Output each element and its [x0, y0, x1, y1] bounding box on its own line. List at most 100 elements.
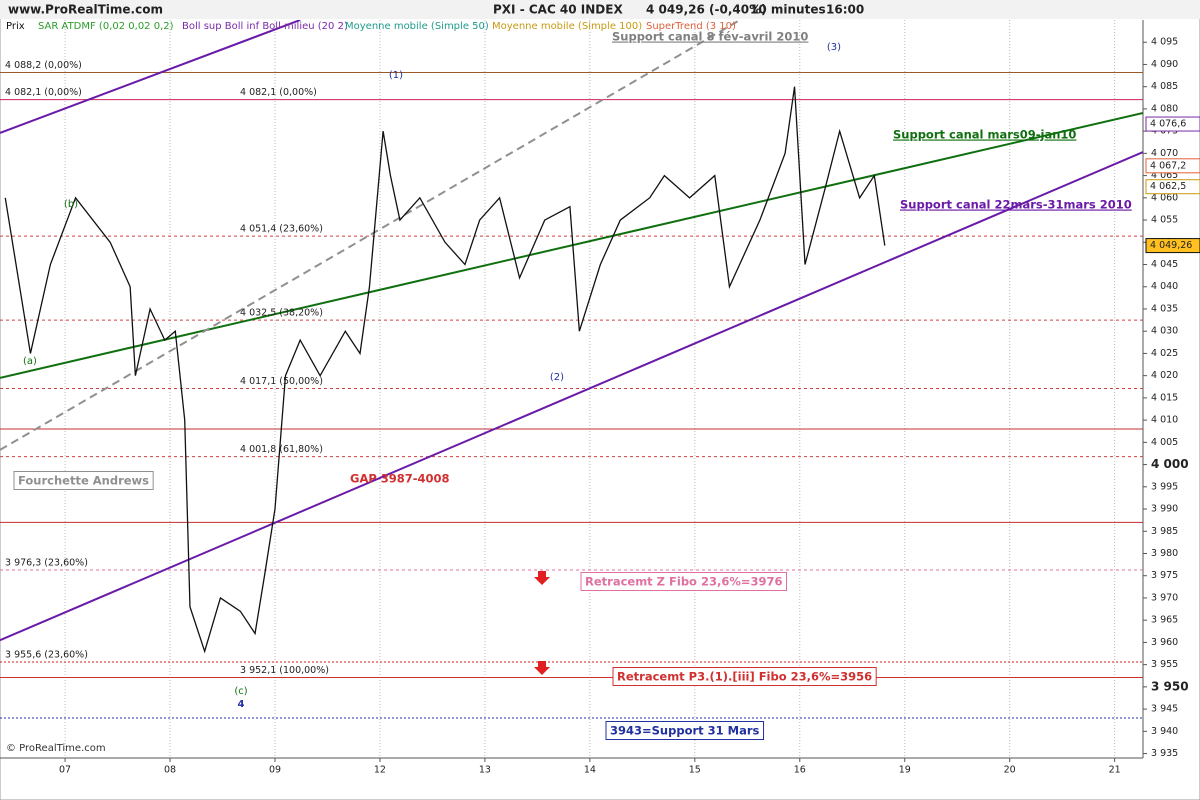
annotation: Retracemt P3.(1).[iii] Fibo 23,6%=3956	[617, 670, 872, 684]
copyright: © ProRealTime.com	[6, 743, 106, 754]
y-tick-label: 3 945	[1151, 704, 1178, 715]
x-tick-label: 09	[269, 765, 281, 776]
annotation: GAP 3987-4008	[350, 472, 450, 486]
x-tick-label: 19	[899, 765, 911, 776]
x-tick-label: 20	[1004, 765, 1016, 776]
x-tick-label: 07	[59, 765, 71, 776]
quote: 4 049,26 (-0,40%)	[646, 3, 767, 17]
level-label: 4 082,1 (0,00%)	[240, 87, 317, 98]
level-label: 4 088,2 (0,00%)	[5, 60, 82, 71]
y-tick-label: 4 010	[1151, 415, 1178, 426]
y-tick-label: 4 045	[1151, 259, 1178, 270]
y-tick-label: 3 940	[1151, 726, 1178, 737]
interval: 10 minutes	[750, 3, 826, 17]
wave-label: (b)	[64, 199, 78, 210]
arrow-icon	[534, 661, 550, 675]
level-label: 3 976,3 (23,60%)	[5, 557, 88, 568]
legend-entry: Boll sup Boll inf Boll milieu (20 2)	[182, 21, 348, 32]
x-tick-label: 21	[1109, 765, 1121, 776]
y-tick-label: 3 960	[1151, 637, 1178, 648]
legend-entry: SuperTrend (3 10)	[646, 21, 736, 32]
annotation-box	[580, 572, 787, 591]
price-tag-label: 4 049,26	[1150, 240, 1192, 251]
price-tag-label: 4 067,2	[1150, 160, 1186, 171]
y-tick-label: 4 030	[1151, 326, 1178, 337]
chart-title: PXI - CAC 40 INDEX	[493, 3, 623, 17]
y-tick-label: 4 080	[1151, 103, 1178, 114]
y-tick-label: 4 065	[1151, 170, 1178, 181]
price-tag-label: 4 076,6	[1150, 119, 1186, 130]
price-line	[4, 86, 886, 654]
x-tick-label: 16	[794, 765, 806, 776]
site[interactable]: www.ProRealTime.com	[8, 3, 163, 17]
price-tag	[1145, 238, 1200, 254]
level-label: 3 955,6 (23,60%)	[5, 649, 88, 660]
level-label: 4 032,5 (38,20%)	[240, 308, 323, 319]
y-tick-label: 4 035	[1151, 303, 1178, 314]
x-tick-label: 13	[479, 765, 491, 776]
annotation: 3943=Support 31 Mars	[610, 724, 760, 738]
legend-entry: Moyenne mobile (Simple 100)	[492, 21, 642, 32]
annotation: Fourchette Andrews	[18, 474, 149, 488]
y-tick-label: 4 060	[1151, 192, 1178, 203]
y-tick-label: 4 020	[1151, 370, 1178, 381]
wave-label: (1)	[389, 70, 403, 81]
level-label: 4 051,4 (23,60%)	[240, 224, 323, 235]
y-tick-label: 4 000	[1151, 457, 1189, 471]
y-tick-label: 4 040	[1151, 281, 1178, 292]
wave-label: (a)	[23, 356, 37, 367]
y-tick-label: 4 070	[1151, 148, 1178, 159]
price-tag	[1145, 179, 1200, 195]
wave-label: (c)	[234, 686, 247, 697]
arrow-icon	[534, 571, 550, 585]
level-label: 4 082,1 (0,00%)	[5, 87, 82, 98]
x-tick-label: 14	[584, 765, 596, 776]
legend-entry: SAR ATDMF (0,02 0,02 0,2)	[38, 21, 174, 32]
annotation: Support canal mars09-jan10	[893, 128, 1076, 142]
time: 16:00	[826, 3, 864, 17]
y-tick-label: 4 085	[1151, 81, 1178, 92]
y-tick-label: 3 980	[1151, 548, 1178, 559]
y-tick-label: 4 090	[1151, 59, 1178, 70]
y-tick-label: 4 025	[1151, 348, 1178, 359]
price-tag	[1145, 158, 1200, 174]
price-tag-label: 4 062,5	[1150, 181, 1186, 192]
trendline	[0, 20, 301, 134]
annotation: Support canal 22mars-31mars 2010	[900, 198, 1132, 212]
level-label: 3 952,1 (100,00%)	[240, 665, 329, 676]
wave-label: (2)	[550, 372, 564, 383]
y-tick-label: 3 955	[1151, 659, 1178, 670]
legend-entry: Prix	[6, 21, 25, 32]
y-tick-label: 3 975	[1151, 570, 1178, 581]
y-tick-label: 3 990	[1151, 504, 1178, 515]
wave-label: 4	[238, 699, 245, 710]
y-tick-label: 4 005	[1151, 437, 1178, 448]
header-bar	[0, 0, 1200, 19]
y-tick-label: 3 985	[1151, 526, 1178, 537]
x-tick-label: 15	[689, 765, 701, 776]
price-tag	[1145, 116, 1200, 132]
level-label: 4 017,1 (50,00%)	[240, 376, 323, 387]
y-tick-label: 3 970	[1151, 592, 1178, 603]
trendline	[0, 151, 1143, 642]
level-label: 4 001,8 (61,80%)	[240, 444, 323, 455]
trendline	[0, 111, 1143, 379]
y-tick-label: 3 950	[1151, 679, 1189, 693]
y-tick-label: 3 965	[1151, 615, 1178, 626]
y-tick-label: 3 995	[1151, 481, 1178, 492]
wave-label: (3)	[827, 42, 841, 53]
y-tick-label: 4 015	[1151, 392, 1178, 403]
y-tick-label: 4 095	[1151, 37, 1178, 48]
annotation-box	[605, 721, 765, 740]
annotation-box	[612, 667, 877, 686]
x-tick-label: 12	[374, 765, 386, 776]
annotation-box	[13, 471, 154, 490]
legend-entry: Moyenne mobile (Simple 50)	[345, 21, 489, 32]
y-tick-label: 3 935	[1151, 748, 1178, 759]
y-tick-label: 4 055	[1151, 215, 1178, 226]
x-tick-label: 08	[164, 765, 176, 776]
annotation: Support canal 8 fév-avril 2010	[612, 30, 808, 44]
annotation: Retracemt Z Fibo 23,6%=3976	[585, 575, 783, 589]
